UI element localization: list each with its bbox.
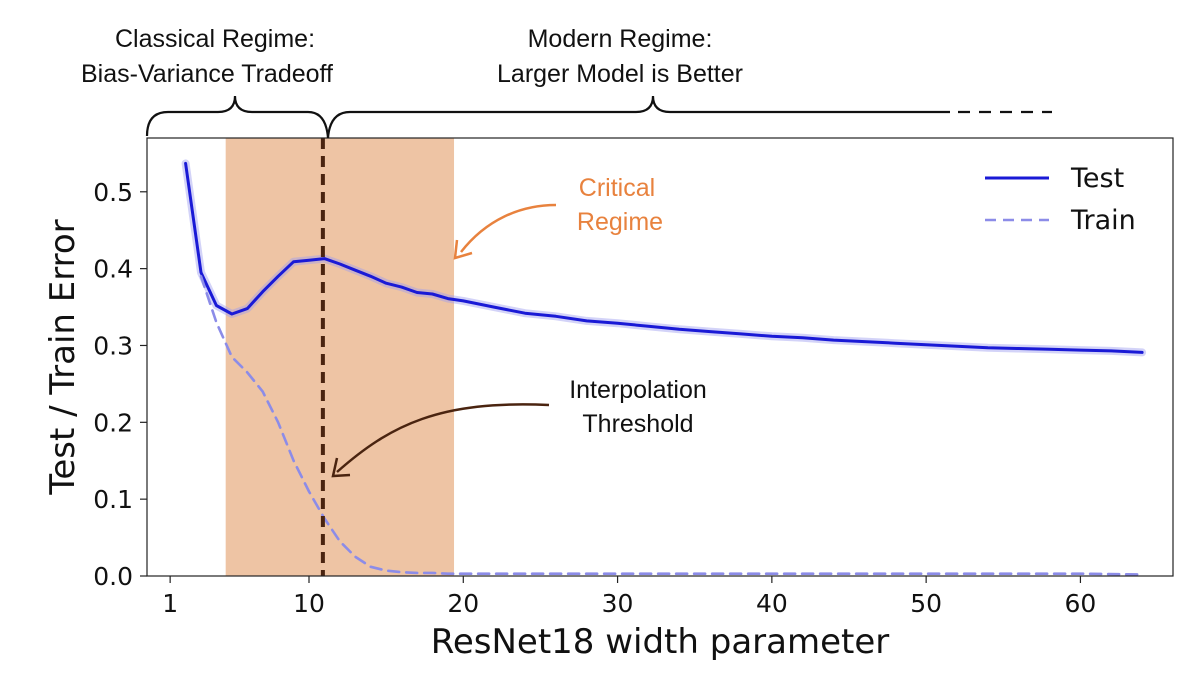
critical-regime-label: Critical	[579, 174, 655, 202]
x-axis-title: ResNet18 width parameter	[431, 622, 890, 662]
interpolation-threshold-label: Threshold	[582, 410, 693, 438]
y-axis-title: Test / Train Error	[43, 219, 83, 495]
classical-regime-label: Classical Regime:	[115, 25, 315, 53]
test-series-line	[184, 161, 1144, 354]
y-tick-label: 0.2	[93, 408, 133, 437]
interpolation-threshold-arrowhead	[331, 457, 351, 478]
y-tick-label: 0.1	[93, 485, 133, 514]
x-tick-label: 40	[756, 589, 788, 618]
classical-regime-label: Bias-Variance Tradeoff	[81, 60, 333, 88]
critical-regime-band	[225, 138, 455, 576]
y-tick-label: 0.5	[93, 178, 133, 207]
y-tick-label: 0.3	[93, 331, 133, 360]
x-tick-label: 50	[910, 589, 942, 618]
legend-label-train: Train	[1070, 205, 1136, 236]
modern-regime-label: Larger Model is Better	[497, 60, 743, 88]
x-tick-label: 60	[1065, 589, 1097, 618]
critical-regime-arrowhead	[453, 239, 473, 260]
train-series-line	[199, 274, 1144, 576]
plot-frame	[146, 137, 1174, 577]
annotations-layer: Critical Regime Interpolation Threshold Clas…	[81, 25, 1052, 478]
x-tick-label: 20	[447, 589, 479, 618]
axes-layer: 1 10 20 30 40 50 60 0.0 0.1 0.2 0.3 0.4 0.5 ResNet18 …	[43, 137, 1174, 662]
modern-regime-label: Modern Regime:	[528, 25, 713, 53]
critical-regime-arrow	[460, 203, 557, 253]
critical-regime-label: Regime	[577, 208, 663, 236]
y-tick-label: 0.4	[93, 255, 133, 284]
interpolation-threshold-label: Interpolation	[569, 376, 707, 404]
x-tick-label: 30	[602, 589, 634, 618]
x-tick-label: 1	[162, 589, 178, 618]
classical-regime-brace	[145, 95, 330, 139]
interpolation-threshold-arrow	[336, 403, 550, 473]
modern-regime-brace	[326, 95, 950, 139]
y-tick-label: 0.0	[93, 562, 133, 591]
legend-layer: Test Train	[985, 163, 1136, 236]
x-tick-label: 10	[293, 589, 325, 618]
regions-layer	[225, 138, 455, 576]
series-layer	[181, 138, 1147, 576]
legend-label-test: Test	[1070, 163, 1124, 194]
